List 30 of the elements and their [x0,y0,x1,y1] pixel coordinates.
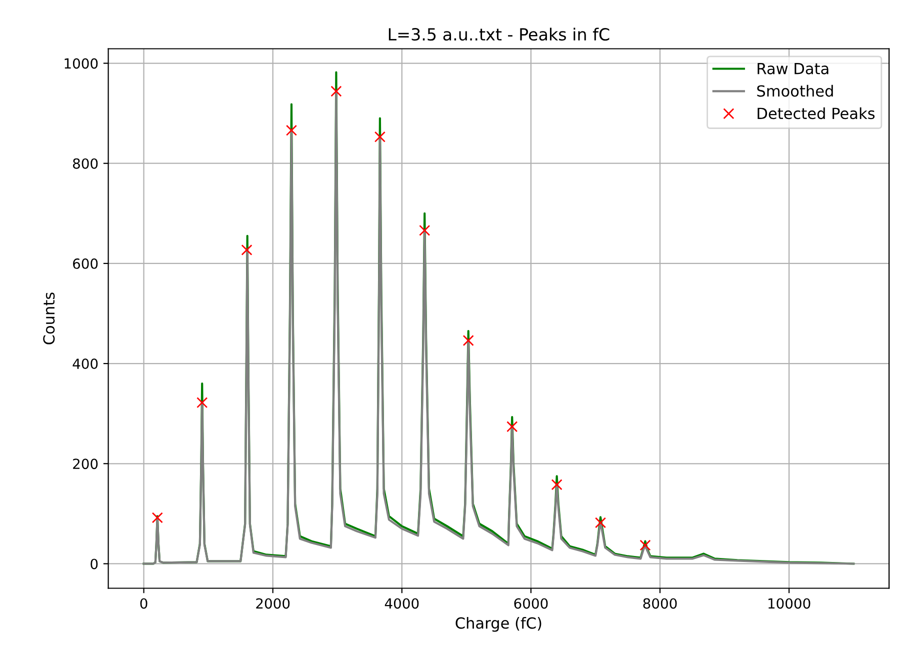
point [330,86,342,97]
x-tick-label: 6000 [514,598,548,609]
point [196,397,208,408]
x-tick-label: 4000 [384,598,419,609]
x-tick-label: 2000 [256,598,290,609]
point [152,512,163,524]
y-tick-label: 800 [73,158,98,169]
x-tick-label: 0 [140,598,148,609]
point [241,244,252,256]
y-tick-label: 200 [73,458,98,470]
y-tick-label: 400 [72,358,98,370]
x-tick-label: 10000 [768,598,810,609]
point [286,124,298,136]
chart-title: L=3.5 a.u..txt - Peaks in fC [388,28,610,41]
point [551,479,562,490]
point [506,421,518,432]
point [640,540,651,551]
y-tick-label: 0 [90,558,98,570]
x-axis-title: Charge (fC) [456,616,542,632]
point [462,334,474,346]
legend-label: Raw Data [758,62,828,74]
legend-label: Smoothed [757,84,833,97]
point [594,517,606,528]
y-axis-title: Counts [43,292,55,344]
y-tick-label: 1000 [64,58,98,69]
point [419,224,430,236]
x-tick-label: 8000 [643,598,677,609]
y-tick-label: 600 [73,258,98,269]
legend-label: Detected Peaks [758,107,875,120]
point [374,131,386,142]
